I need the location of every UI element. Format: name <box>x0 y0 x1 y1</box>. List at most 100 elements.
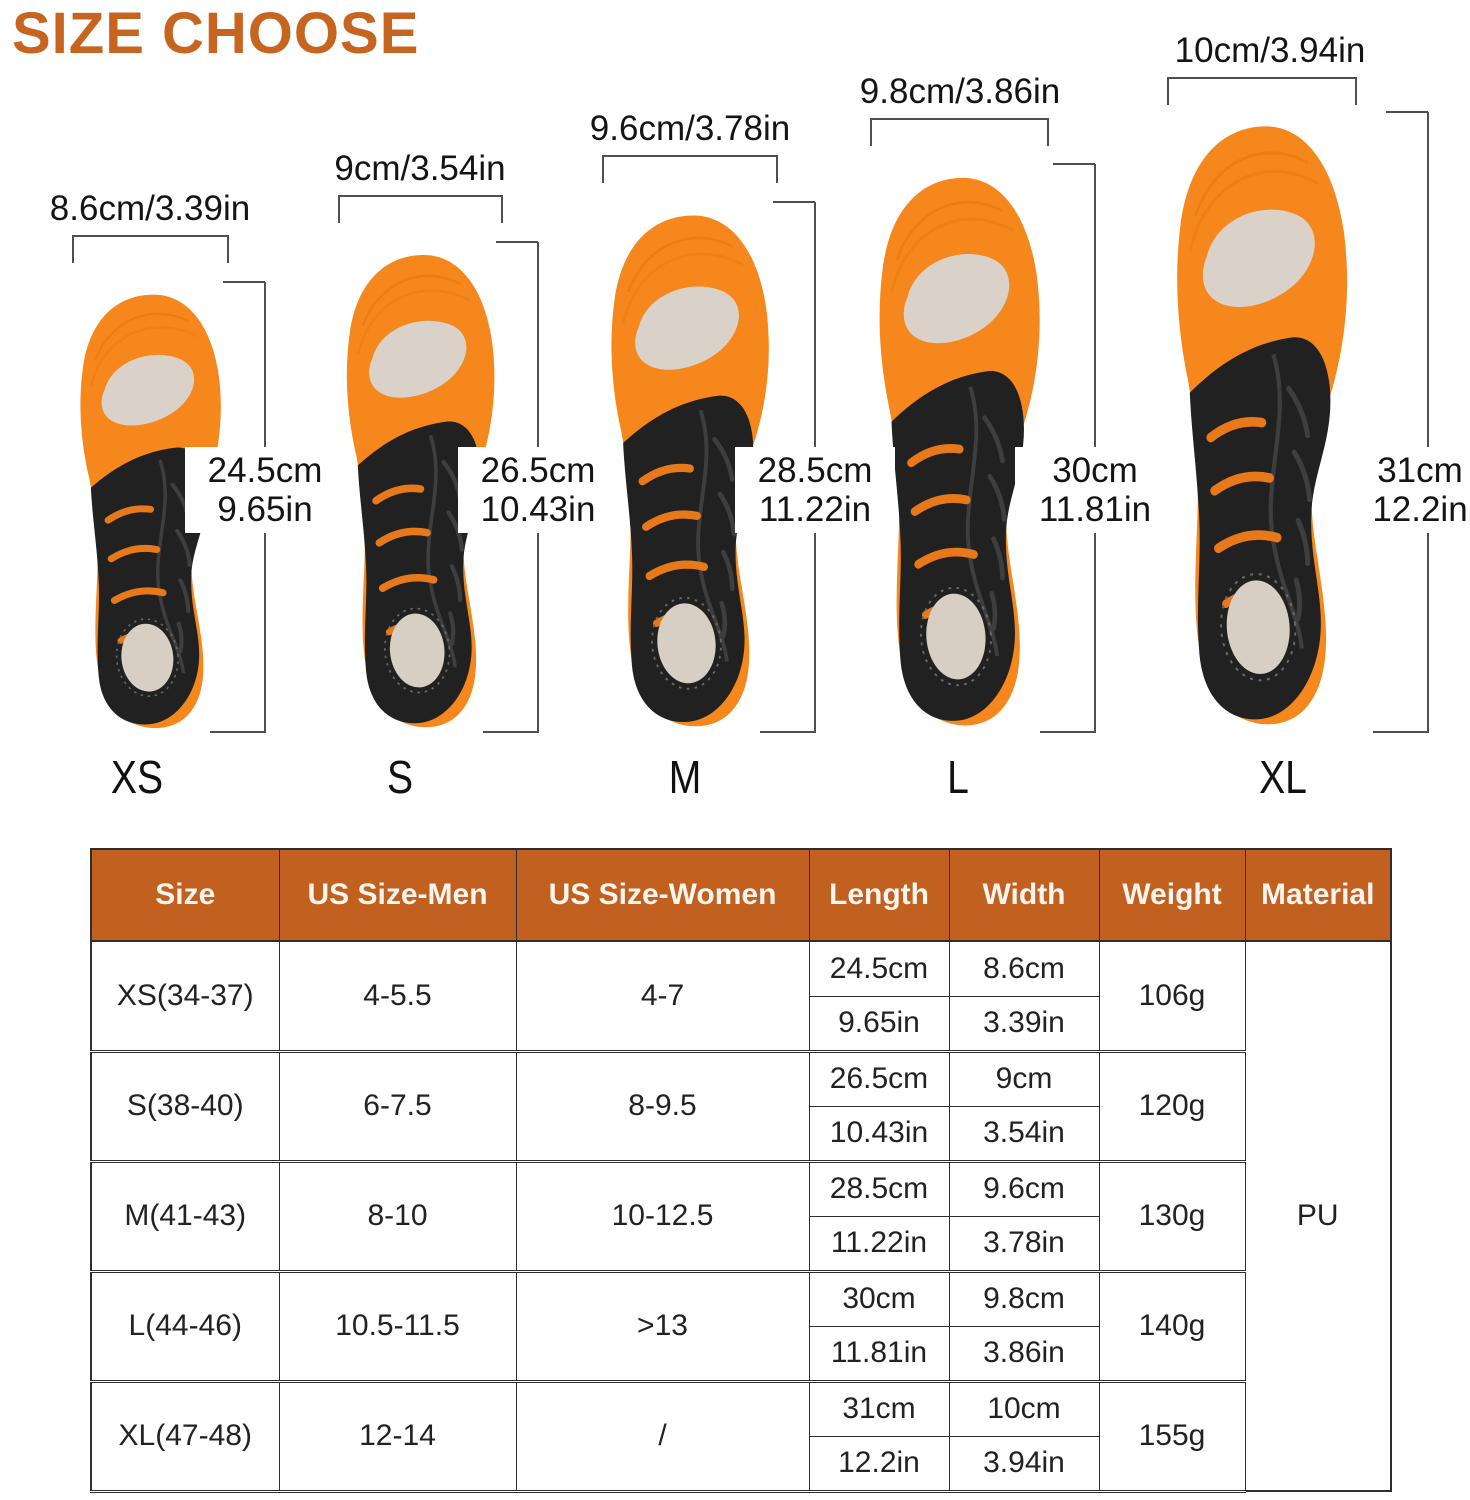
length-in-cell: 10.43in <box>808 1105 950 1163</box>
size-cell: L(44-46) <box>90 1270 280 1383</box>
length-line-top-tick <box>496 241 538 243</box>
length-in: 12.2in <box>1372 490 1468 530</box>
length-cm-cell: 28.5cm <box>808 1160 950 1217</box>
header-weight: Weight <box>1098 848 1246 942</box>
width-measurement-label: 9cm/3.54in <box>334 149 506 188</box>
header-length: Length <box>808 848 950 942</box>
width-in-cell: 3.39in <box>948 995 1100 1053</box>
weight-cell: 106g <box>1098 940 1246 1053</box>
table-row: 11.22in 3.78in <box>91 1215 1391 1273</box>
table-row: 12.2in 3.94in <box>91 1435 1391 1493</box>
header-material: Material <box>1244 848 1392 942</box>
women-cell: >13 <box>515 1270 810 1383</box>
women-cell: 4-7 <box>515 940 810 1053</box>
weight-cell: 140g <box>1098 1270 1246 1383</box>
men-cell: 8-10 <box>278 1160 517 1273</box>
width-in-cell: 3.86in <box>948 1325 1100 1383</box>
size-cell: S(38-40) <box>90 1050 280 1163</box>
size-label-xs: XS <box>110 751 164 803</box>
length-in-cell: 11.22in <box>808 1215 950 1273</box>
table-row: L(44-46) 10.5-11.5 >13 30cm 9.8cm 140g <box>90 1270 1391 1383</box>
length-line-top-tick <box>1053 163 1095 165</box>
width-cm-cell: 8.6cm <box>948 940 1100 997</box>
length-line-bottom-tick <box>483 731 538 733</box>
header-size: Size <box>90 848 280 942</box>
length-line-bottom-tick <box>1373 731 1428 733</box>
width-bracket <box>338 195 503 223</box>
length-line-top-tick <box>1386 111 1428 113</box>
width-bracket <box>1167 77 1357 105</box>
length-line-bottom-tick <box>760 731 815 733</box>
width-in-cell: 3.94in <box>948 1435 1100 1493</box>
weight-cell: 130g <box>1098 1160 1246 1273</box>
length-measurement-label: 28.5cm 11.22in <box>735 447 895 534</box>
width-in-cell: 3.78in <box>948 1215 1100 1273</box>
table-row: XS(34-37) 4-5.5 4-7 24.5cm 8.6cm 106g PU <box>90 940 1392 1492</box>
insole-illustration-xl <box>1167 120 1357 738</box>
men-cell: 10.5-11.5 <box>278 1270 517 1383</box>
size-label-s: S <box>386 751 414 803</box>
men-cell: 12-14 <box>278 1380 517 1493</box>
weight-cell: 120g <box>1098 1050 1246 1163</box>
length-cm-cell: 31cm <box>808 1380 950 1437</box>
length-cm-cell: 26.5cm <box>808 1050 950 1107</box>
women-cell: 10-12.5 <box>515 1160 810 1273</box>
size-label-l: L <box>947 751 969 803</box>
length-line-top-tick <box>773 201 815 203</box>
men-cell: 4-5.5 <box>278 940 517 1053</box>
width-measurement-label: 9.6cm/3.78in <box>589 109 791 148</box>
length-in: 11.81in <box>1038 490 1152 530</box>
size-cell: XL(47-48) <box>90 1380 280 1493</box>
length-cm: 30cm <box>1052 451 1138 490</box>
length-line-top-tick <box>223 281 265 283</box>
length-cm: 31cm <box>1377 451 1463 490</box>
table-row: 9.65in 3.39in <box>91 995 1391 1053</box>
size-label-m: M <box>668 751 702 803</box>
page-title: SIZE CHOOSE <box>12 1 420 66</box>
length-cm: 26.5cm <box>480 451 596 490</box>
width-cm-cell: 9.8cm <box>948 1270 1100 1327</box>
length-in-cell: 12.2in <box>808 1435 950 1493</box>
length-cm: 28.5cm <box>757 451 873 490</box>
width-cm-cell: 9cm <box>948 1050 1100 1107</box>
header-width: Width <box>948 848 1100 942</box>
header-us-size-women: US Size-Women <box>515 848 810 942</box>
width-measurement-label: 8.6cm/3.39in <box>49 189 251 228</box>
length-in: 9.65in <box>217 490 313 530</box>
table-row: 11.81in 3.86in <box>91 1325 1391 1383</box>
men-cell: 6-7.5 <box>278 1050 517 1163</box>
length-in-cell: 9.65in <box>808 995 950 1053</box>
size-cell: XS(34-37) <box>90 940 280 1053</box>
length-line-bottom-tick <box>210 731 265 733</box>
size-cell: M(41-43) <box>90 1160 280 1273</box>
table-row: S(38-40) 6-7.5 8-9.5 26.5cm 9cm 120g <box>90 1050 1391 1163</box>
width-bracket <box>870 118 1049 146</box>
header-us-size-men: US Size-Men <box>278 848 517 942</box>
length-measurement-label: 26.5cm 10.43in <box>458 447 618 534</box>
women-cell: / <box>515 1380 810 1493</box>
size-label-xl: XL <box>1259 751 1307 803</box>
size-table: Size US Size-Men US Size-Women Length Wi… <box>90 848 1392 1493</box>
width-measurement-label: 9.8cm/3.86in <box>859 72 1061 111</box>
table-row: 10.43in 3.54in <box>91 1105 1391 1163</box>
length-in-cell: 11.81in <box>808 1325 950 1383</box>
width-bracket <box>72 235 229 263</box>
length-in: 11.22in <box>758 490 872 530</box>
length-line-bottom-tick <box>1040 731 1095 733</box>
length-measurement-label: 24.5cm 9.65in <box>185 447 345 534</box>
width-bracket <box>602 155 778 183</box>
women-cell: 8-9.5 <box>515 1050 810 1163</box>
width-cm-cell: 10cm <box>948 1380 1100 1437</box>
width-cm-cell: 9.6cm <box>948 1160 1100 1217</box>
length-cm-cell: 24.5cm <box>808 940 950 997</box>
length-in: 10.43in <box>480 490 596 530</box>
table-row: M(41-43) 8-10 10-12.5 28.5cm 9.6cm 130g <box>90 1160 1391 1273</box>
table-header-row: Size US Size-Men US Size-Women Length Wi… <box>90 848 1392 942</box>
width-in-cell: 3.54in <box>948 1105 1100 1163</box>
length-measurement-label: 30cm 11.81in <box>1015 447 1175 534</box>
length-cm: 24.5cm <box>207 451 323 490</box>
width-measurement-label: 10cm/3.94in <box>1174 31 1366 70</box>
weight-cell: 155g <box>1098 1380 1246 1493</box>
length-cm-cell: 30cm <box>808 1270 950 1327</box>
